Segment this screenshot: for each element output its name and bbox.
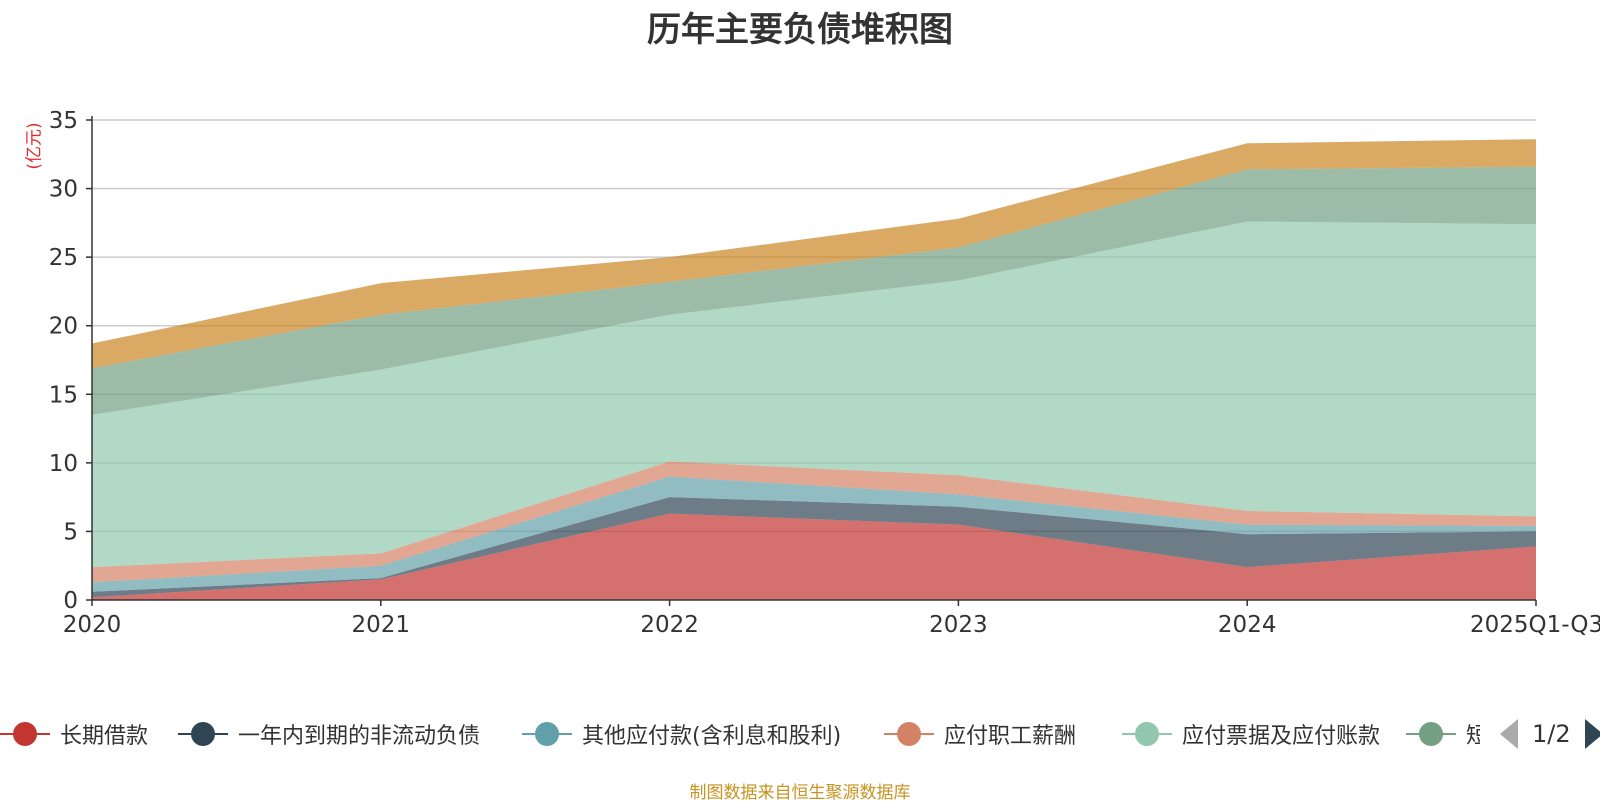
area-series-5 — [92, 221, 1536, 568]
legend-pager: 1/2 — [1500, 716, 1600, 752]
legend-marker-dot — [535, 722, 559, 746]
legend-item[interactable]: 长期借款 — [0, 716, 148, 752]
x-tick-label: 2021 — [352, 612, 411, 638]
y-tick-label: 30 — [49, 177, 78, 203]
legend-marker-icon — [884, 720, 934, 748]
legend-label: 应付职工薪酬 — [944, 724, 1077, 749]
legend-item[interactable]: 应付职工薪酬 — [884, 716, 1076, 752]
legend-marker-dot — [1419, 722, 1443, 746]
legend-label: 应付票据及应付账款 — [1182, 724, 1381, 749]
area-series-4 — [92, 461, 1536, 583]
legend-marker-icon — [522, 720, 572, 748]
area-series-6 — [92, 166, 1536, 415]
legend-marker-icon — [0, 720, 50, 748]
y-tick-label: 15 — [49, 382, 78, 408]
x-tick-label: 2023 — [929, 612, 988, 638]
area-series-7 — [92, 139, 1536, 369]
legend-label: 一年内到期的非流动负债 — [238, 724, 481, 749]
legend-prev-page-button[interactable] — [1500, 719, 1518, 749]
legend-marker-dot — [1135, 722, 1159, 746]
legend-next-page-button[interactable] — [1584, 719, 1600, 749]
x-tick-label: 2024 — [1218, 612, 1277, 638]
legend: 长期借款 一年内到期的非流动负债 其他应付款(含利息和股利) 应付职工薪酬 应付票据及应… — [0, 716, 1480, 752]
x-tick-label: 2020 — [63, 612, 122, 638]
legend-marker-dot — [897, 722, 921, 746]
y-tick-label: 10 — [49, 451, 78, 477]
x-tick-label: 2025Q1-Q3 — [1470, 612, 1600, 638]
area-series-1 — [92, 513, 1536, 600]
legend-marker-dot — [13, 722, 37, 746]
legend-page-indicator: 1/2 — [1532, 720, 1571, 748]
y-tick-label: 25 — [49, 245, 78, 271]
y-tick-label: 35 — [49, 108, 78, 134]
legend-item[interactable]: 应付票据及应付账款 — [1122, 716, 1380, 752]
legend-marker-icon — [178, 720, 228, 748]
legend-label: 短期借款 — [1466, 724, 1480, 749]
source-note: 制图数据来自恒生聚源数据库 — [689, 783, 911, 803]
legend-marker-icon — [1122, 720, 1172, 748]
y-tick-label: 20 — [49, 314, 78, 340]
y-tick-label: 0 — [63, 588, 78, 614]
area-series-2 — [92, 497, 1536, 598]
chart-title: 历年主要负债堆积图 — [647, 10, 953, 50]
legend-marker-dot — [191, 722, 215, 746]
legend-label: 长期借款 — [60, 724, 149, 749]
y-tick-label: 5 — [63, 519, 78, 545]
area-series-3 — [92, 476, 1536, 592]
legend-item[interactable]: 其他应付款(含利息和股利) — [522, 716, 841, 752]
stacked-area-chart: 0 5 10 15 20 25 30 35 2020 2021 2022 2023 2024 2025Q1… — [49, 108, 1600, 638]
legend-item[interactable]: 短期借款 — [1406, 716, 1480, 752]
x-tick-label: 2022 — [640, 612, 699, 638]
legend-label: 其他应付款(含利息和股利) — [582, 724, 842, 749]
legend-item[interactable]: 一年内到期的非流动负债 — [178, 716, 480, 752]
legend-marker-icon — [1406, 720, 1456, 748]
